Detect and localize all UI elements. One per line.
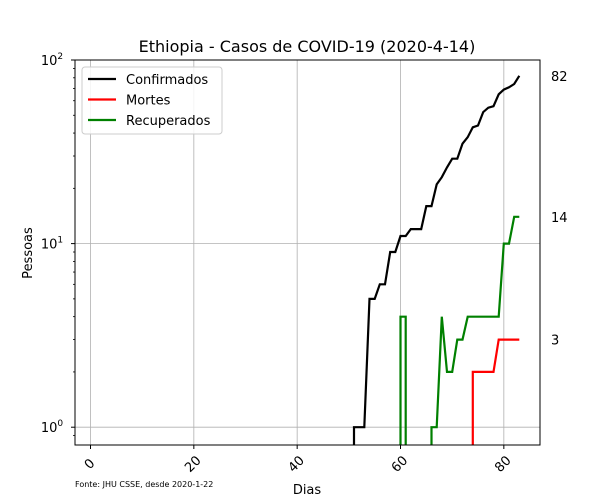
chart-title: Ethiopia - Casos de COVID-19 (2020-4-14) [139, 37, 476, 56]
y-tick-label: 101 [41, 236, 63, 253]
legend-label: Recuperados [126, 114, 211, 129]
series-line-recuperados-segment [430, 215, 520, 445]
y-tick-base: 10 [41, 54, 58, 69]
legend-box [81, 66, 223, 135]
end-labels: 82 3 14 [551, 70, 568, 349]
end-label: 3 [551, 334, 559, 349]
source-note: Fonte: JHU CSSE, desde 2020-1-22 [75, 480, 213, 489]
end-label: 82 [551, 70, 568, 85]
y-tick-label: 100 [41, 419, 64, 436]
x-axis-label: Dias [293, 483, 322, 498]
y-tick-exponent: 0 [57, 419, 63, 429]
end-label: 14 [551, 211, 568, 226]
y-tick-exponent: 1 [57, 236, 63, 246]
series-line-recuperados [399, 315, 407, 445]
y-axis-label: Pessoas [21, 227, 36, 279]
series-line-confirmados [352, 75, 521, 445]
legend-label: Mortes [126, 94, 171, 109]
y-tick-base: 10 [41, 421, 58, 436]
series-line-mortes [471, 338, 520, 445]
y-tick-base: 10 [41, 238, 58, 253]
legend-label: Confirmados [126, 73, 208, 88]
y-tick-exponent: 2 [57, 52, 63, 62]
series-lines [352, 75, 521, 445]
plot-frame [74, 59, 541, 446]
legend: Confirmados Mortes Recuperados [81, 66, 223, 135]
y-tick-label: 102 [41, 52, 63, 69]
